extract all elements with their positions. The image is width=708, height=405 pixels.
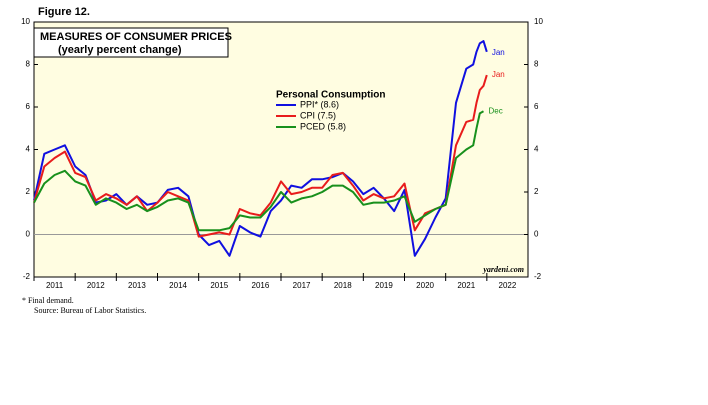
y2-tick-label: 6 [534, 102, 539, 111]
x-tick-label: 2019 [375, 281, 393, 290]
x-tick-label: 2018 [334, 281, 352, 290]
y2-tick-label: -2 [534, 272, 542, 281]
source-site: yardeni.com [482, 265, 524, 274]
y-tick-label: 10 [21, 17, 30, 26]
footnote: Source: Bureau of Labor Statistics. [34, 306, 146, 315]
end-label: Dec [489, 106, 503, 115]
series-line [33, 40, 488, 257]
legend-title: Personal Consumption [276, 90, 385, 101]
y2-tick-label: 10 [534, 17, 543, 26]
x-tick-label: 2017 [293, 281, 311, 290]
legend-label: PPI* (8.6) [300, 99, 339, 109]
end-label: Jan [492, 70, 505, 79]
y-tick-label: 8 [26, 60, 31, 69]
y2-tick-label: 2 [534, 187, 539, 196]
y2-tick-label: 8 [534, 60, 539, 69]
y-tick-label: 2 [26, 187, 31, 196]
x-tick-label: 2014 [169, 281, 187, 290]
x-tick-label: 2016 [252, 281, 270, 290]
chart-subtitle: (yearly percent change) [58, 44, 182, 56]
y-tick-label: 6 [26, 102, 31, 111]
x-tick-label: 2021 [457, 281, 475, 290]
x-tick-label: 2020 [416, 281, 434, 290]
x-tick-label: 2015 [210, 281, 228, 290]
plot-area [33, 21, 529, 278]
end-label: Jan [492, 48, 505, 57]
chart-title: MEASURES OF CONSUMER PRICES [40, 31, 232, 43]
legend-label: CPI (7.5) [300, 110, 336, 120]
footnote: * Final demand. [22, 296, 74, 305]
legend-label: PCED (5.8) [300, 121, 346, 131]
x-tick-label: 2012 [87, 281, 105, 290]
x-tick-label: 2013 [128, 281, 146, 290]
y-tick-label: 4 [26, 145, 31, 154]
title-box [33, 27, 229, 58]
y-tick-label: 0 [26, 230, 31, 239]
y-tick-label: -2 [23, 272, 31, 281]
x-tick-label: 2011 [46, 281, 64, 290]
x-tick-label: 2022 [499, 281, 517, 290]
series-line [33, 110, 484, 232]
y2-tick-label: 4 [534, 145, 539, 154]
y2-tick-label: 0 [534, 230, 539, 239]
figure-label: Figure 12. [38, 6, 90, 18]
